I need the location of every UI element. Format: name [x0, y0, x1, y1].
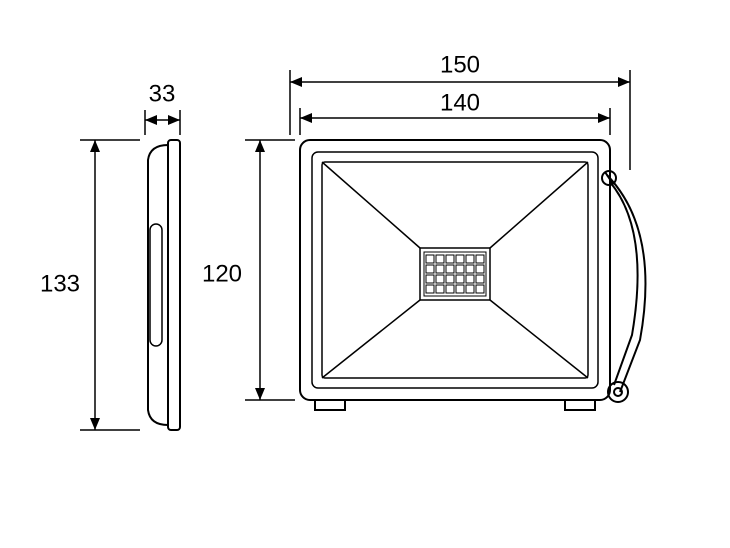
side-handle-slot	[150, 224, 162, 346]
dim-side-height: 133	[40, 140, 140, 430]
led-cell	[446, 265, 454, 273]
led-cell	[446, 255, 454, 263]
led-cell	[426, 285, 434, 293]
front-foot-left	[315, 400, 345, 410]
bracket	[602, 171, 645, 402]
led-cell	[436, 255, 444, 263]
led-cell	[446, 275, 454, 283]
dim-side-width: 33	[145, 80, 180, 135]
dim-front-outer-width-label: 150	[440, 51, 480, 78]
front-outer	[300, 140, 610, 400]
led-cell	[476, 265, 484, 273]
dim-side-height-label: 133	[40, 270, 80, 297]
led-cell	[456, 275, 464, 283]
dim-side-width-label: 33	[149, 80, 176, 107]
led-grid	[426, 255, 484, 293]
led-cell	[436, 275, 444, 283]
led-cell	[466, 285, 474, 293]
front-foot-right	[565, 400, 595, 410]
dim-front-inner-width-label: 140	[440, 89, 480, 116]
led-cell	[476, 285, 484, 293]
led-cell	[466, 275, 474, 283]
led-cell	[446, 285, 454, 293]
led-cell	[426, 275, 434, 283]
led-cell	[436, 285, 444, 293]
led-cell	[426, 255, 434, 263]
led-cell	[466, 265, 474, 273]
led-cell	[456, 255, 464, 263]
side-plate	[168, 140, 180, 430]
led-cell	[456, 265, 464, 273]
led-cell	[426, 265, 434, 273]
led-module-inner	[424, 252, 486, 296]
led-cell	[476, 275, 484, 283]
led-module	[420, 248, 490, 300]
front-reflector-lines	[322, 162, 588, 378]
led-cell	[476, 255, 484, 263]
dim-front-height-label: 120	[202, 260, 242, 287]
led-cell	[436, 265, 444, 273]
dim-front-height: 120	[202, 140, 295, 400]
led-cell	[456, 285, 464, 293]
side-body	[148, 145, 168, 425]
dim-front-inner-width: 140	[300, 89, 610, 135]
led-cell	[466, 255, 474, 263]
dimension-drawing: 33 133	[0, 0, 730, 548]
